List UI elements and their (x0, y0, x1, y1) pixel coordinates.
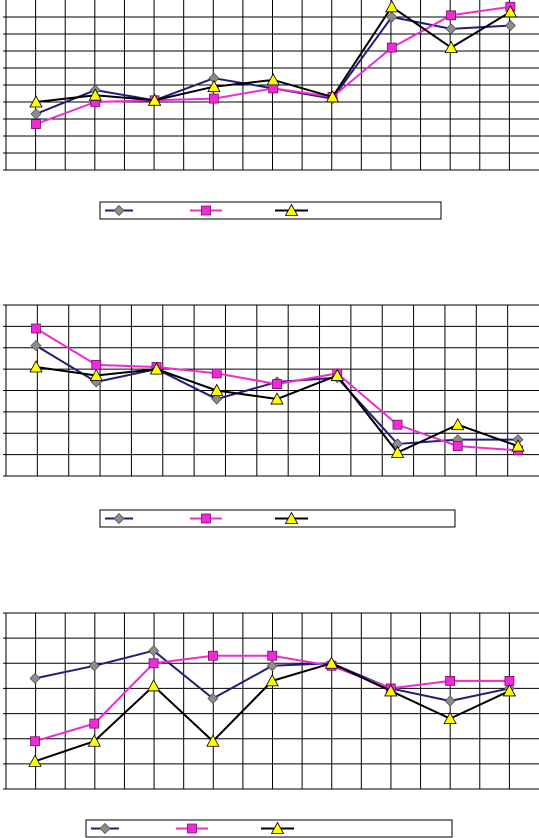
data-point-s3-6 (325, 90, 340, 103)
data-point-s3-7 (384, 684, 398, 697)
data-point-s2-5 (272, 379, 282, 389)
data-point-s3-9 (502, 684, 517, 697)
series-line-s1 (35, 16, 511, 115)
legend-marker-s2 (201, 205, 211, 216)
data-point-s3-9 (503, 5, 518, 18)
data-point-s2-4 (208, 93, 219, 104)
data-point-s2-1 (31, 323, 41, 334)
data-point-s1-3 (148, 645, 160, 657)
data-point-s3-8 (444, 40, 458, 53)
data-point-s3-8 (443, 711, 457, 724)
data-point-s3-4 (206, 734, 220, 747)
data-point-s1-8 (445, 23, 457, 35)
data-point-s1-4 (207, 692, 219, 705)
legend-marker-s2 (201, 513, 211, 524)
data-point-s1-8 (444, 695, 456, 707)
legend-marker-s3 (270, 821, 285, 834)
data-point-s2-7 (386, 42, 397, 53)
data-point-s2-9 (504, 675, 515, 686)
plot-grid (3, 612, 539, 790)
chart-1 (3, 0, 539, 220)
plot-grid (3, 304, 539, 477)
data-point-s3-7 (390, 445, 405, 458)
data-point-s2-1 (30, 736, 40, 747)
data-point-s2-2 (89, 718, 100, 729)
legend-marker-s1 (99, 822, 111, 835)
legend-box (99, 201, 442, 220)
data-point-s2-4 (207, 650, 218, 661)
data-point-s1-1 (30, 108, 42, 120)
plot-grid (3, 0, 539, 171)
data-point-s2-1 (31, 119, 41, 129)
data-point-s2-7 (392, 419, 403, 430)
data-point-s3-8 (451, 417, 465, 431)
data-point-s3-2 (89, 368, 103, 381)
data-point-s3-6 (324, 656, 339, 669)
data-point-s2-5 (267, 650, 278, 661)
data-point-s3-5 (265, 674, 279, 687)
data-point-s1-7 (386, 11, 398, 23)
data-point-s3-3 (147, 93, 162, 106)
legend (85, 819, 453, 838)
legend-marker-s3 (284, 511, 299, 524)
data-point-s3-1 (28, 754, 42, 767)
data-point-s1-9 (504, 19, 516, 32)
data-point-s1-5 (266, 660, 278, 672)
data-point-s3-1 (29, 95, 43, 108)
data-point-s3-3 (149, 362, 164, 375)
data-point-s1-4 (211, 393, 223, 405)
data-point-s1-2 (88, 660, 100, 672)
data-point-s2-8 (452, 441, 463, 451)
data-point-s3-5 (266, 73, 280, 86)
data-point-s3-1 (29, 360, 43, 373)
series-line-s2 (35, 5, 511, 126)
chart-3 (3, 612, 539, 838)
data-point-s1-1 (29, 672, 41, 684)
data-point-s3-5 (270, 392, 284, 405)
data-point-s3-2 (88, 88, 102, 101)
series-line-s2 (35, 327, 519, 452)
data-point-s1-1 (30, 340, 42, 352)
data-point-s2-8 (446, 10, 457, 21)
data-point-s3-9 (511, 439, 525, 452)
data-point-s3-4 (207, 79, 221, 93)
data-point-s3-6 (330, 368, 344, 381)
legend-marker-s2 (187, 823, 197, 834)
legend (99, 201, 442, 220)
legend-marker-s1 (113, 204, 125, 217)
data-point-s3-3 (146, 679, 161, 692)
data-point-s3-7 (385, 0, 399, 13)
data-point-s2-8 (445, 675, 456, 686)
data-point-s3-2 (87, 734, 101, 747)
data-point-s2-4 (211, 368, 222, 379)
data-point-s2-2 (91, 359, 102, 370)
legend-marker-s1 (113, 512, 125, 525)
data-point-s2-3 (148, 658, 159, 669)
legend-marker-s3 (284, 203, 299, 216)
chart-2 (3, 304, 539, 528)
legend (99, 509, 456, 528)
data-point-s3-4 (210, 383, 224, 396)
